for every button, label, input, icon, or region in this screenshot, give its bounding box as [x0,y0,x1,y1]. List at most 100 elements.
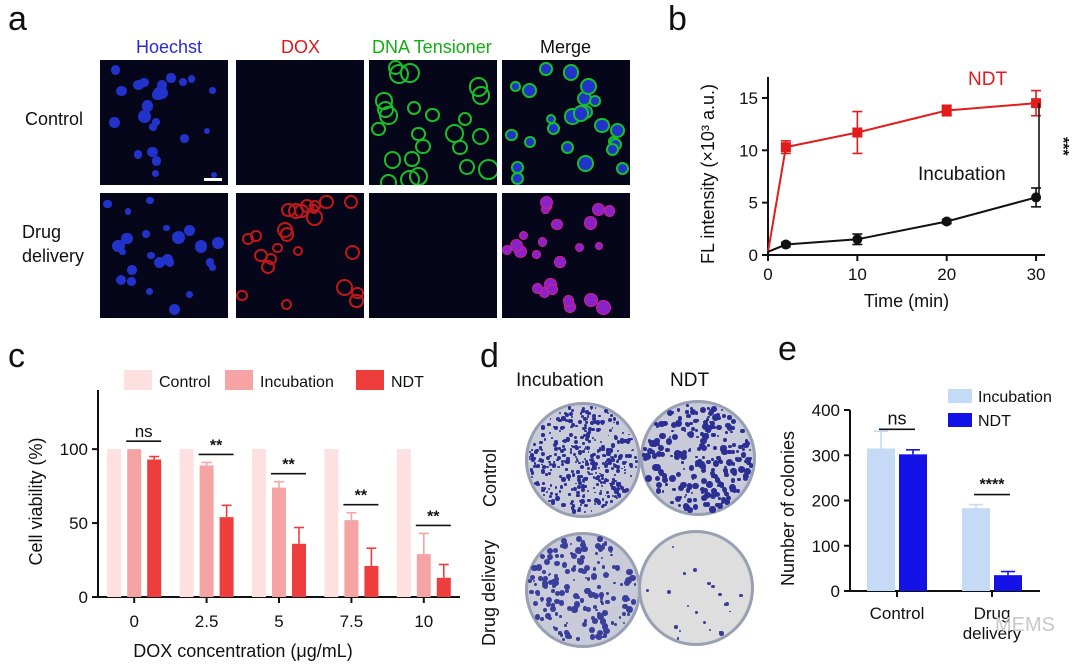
colony-dot [662,421,668,427]
colony-dot [541,449,543,451]
micrograph-r1-c0 [100,193,228,318]
colony-dot [574,546,582,554]
colony-dot [661,473,667,479]
colony-dot [558,631,562,635]
colony-dot [716,455,722,461]
colony-dot [670,455,673,458]
colony-dot [606,491,610,495]
colony-dot [629,463,633,467]
colony-dot [591,427,596,432]
cell-blob [112,239,125,252]
colony-dot [609,483,614,487]
colony-dot [615,420,620,425]
colony-dot [529,453,534,458]
colony-dot [590,408,593,410]
colony-dot [727,497,731,501]
colony-dot [572,578,576,582]
cell-blob [103,199,112,209]
colony-dot [700,490,705,495]
colony-dot [587,416,590,419]
bar-incubation [344,520,359,597]
colony-dot [575,482,577,485]
colony-dot [550,492,553,496]
cell-blob [109,117,120,128]
colony-dot [585,410,589,414]
colony-dot [732,442,737,448]
colony-dot [655,488,662,494]
colony-dot [614,479,617,483]
colony-dot [550,469,552,471]
colony-dot [544,613,551,620]
colony-dot [599,618,607,625]
colony-dot [564,589,569,593]
colony-dot [709,493,716,500]
colony-dot [626,439,630,444]
colony-dot [579,541,587,549]
colony-dot [586,577,591,581]
cell-blob [272,242,283,254]
colony-dot [541,569,546,574]
colony-dot [574,445,578,449]
colony-dot [608,417,613,422]
colony-dot [553,573,559,578]
colony-dot [584,421,588,425]
colony-dot [738,444,743,449]
colony-dot [720,484,725,489]
colony-dot [546,553,554,561]
colony-dot [565,621,569,625]
colony-dot [686,498,692,503]
colony-dot [584,485,587,488]
colony-dot [549,606,556,613]
colony-dot [541,433,544,437]
cell-blob [110,65,120,75]
x-tick-label: 2.5 [195,612,219,631]
significance-label: ** [210,437,223,454]
colony-dot [552,461,555,463]
colony-dot [571,470,575,474]
colony-dot [731,426,736,431]
colony-dot [644,453,652,461]
colony-dot [542,578,546,582]
colony-dot [602,542,606,547]
colony-dot [724,465,727,469]
colony-dot [593,487,595,489]
colony-dot [534,450,539,454]
colony-dot [709,470,716,477]
colony-dot [529,457,532,460]
cell-blob [371,121,387,137]
colony-dot [540,469,545,474]
colony-dot [601,565,606,569]
colony-dot [540,425,545,430]
colony-dot [676,407,681,412]
colony-dot [624,487,629,492]
colony-dot [616,482,621,487]
colony-dot [561,416,566,421]
cell-blob [523,135,537,149]
colony-dot [683,495,687,499]
cell-blob [349,293,364,309]
colony-dot [590,510,593,512]
data-point-ndt [1031,98,1042,109]
cell-blob [163,225,170,232]
colony-dot [679,452,687,460]
data-point-ndt [941,105,952,116]
micrograph-r1-c2 [369,193,497,318]
col-label-hoechst: Hoechst [136,37,203,57]
colony-dot [548,579,554,586]
colony-dot [674,624,678,629]
cell-blob [415,138,431,155]
colony-dot [710,421,715,426]
colony-dot [553,446,558,451]
colony-dot [618,481,621,485]
colony-dot [589,634,595,640]
colony-dot [554,486,557,489]
colony-dot [731,419,736,424]
colony-dot [601,503,606,508]
bar-control [396,449,411,597]
colony-dot [622,432,625,435]
colony-dot [570,506,575,510]
colony-dot [576,637,580,641]
cell-blob [554,256,566,268]
colony-dot [716,415,721,421]
